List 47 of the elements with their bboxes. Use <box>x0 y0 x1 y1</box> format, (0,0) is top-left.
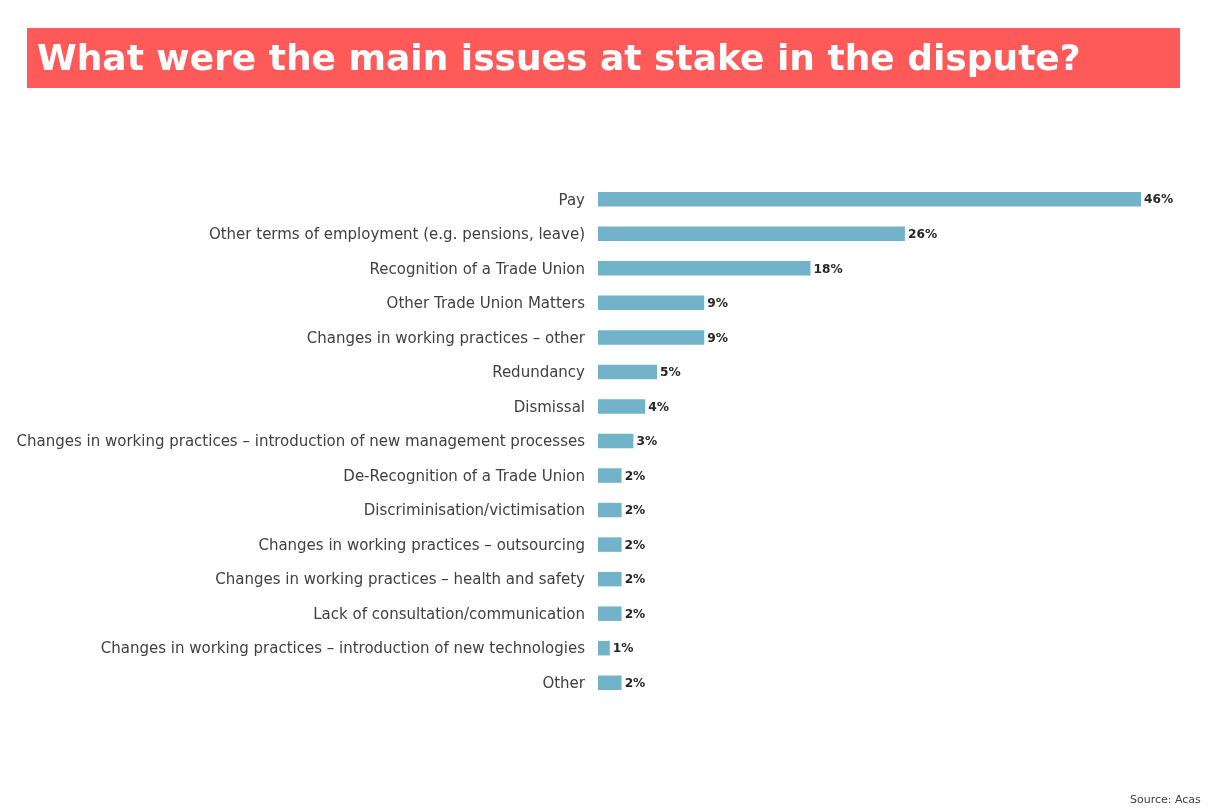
bar <box>598 537 622 552</box>
bar <box>598 399 646 414</box>
bar <box>598 192 1141 207</box>
bar <box>598 433 634 449</box>
bar <box>598 261 811 276</box>
bar <box>598 571 622 587</box>
y-tick-label: Discriminisation/victimisation <box>363 501 585 520</box>
y-tick-label: Other <box>542 673 586 692</box>
data-label: 2% <box>624 503 646 518</box>
y-tick-label: Changes in working practices – other <box>306 328 586 347</box>
bar <box>598 468 622 483</box>
data-label: 5% <box>660 365 681 380</box>
data-label: 26% <box>907 227 938 241</box>
data-label: 2% <box>624 572 646 587</box>
y-tick-label: De-Recognition of a Trade Union <box>343 466 585 485</box>
y-tick-label: Dismissal <box>513 397 585 416</box>
y-tick-label: Recognition of a Trade Union <box>369 259 585 278</box>
bar <box>598 675 622 690</box>
bar <box>598 502 622 518</box>
y-tick-label: Redundancy <box>492 363 586 382</box>
y-tick-label: Changes in working practices – outsourcing <box>258 535 585 554</box>
data-label: 2% <box>624 468 646 483</box>
data-label: 2% <box>624 606 646 621</box>
bar <box>598 640 610 656</box>
data-label: 1% <box>612 641 634 656</box>
data-label: 3% <box>636 434 658 449</box>
bar <box>598 226 905 242</box>
chart-title: What were the main issues at stake in the dispute? <box>37 36 1081 78</box>
bar <box>598 606 622 621</box>
data-label: 2% <box>624 537 646 552</box>
data-label: 4% <box>648 399 669 414</box>
y-tick-label: Other Trade Union Matters <box>386 294 586 313</box>
y-tick-label: Other terms of employment (e.g. pensions, leave) <box>208 225 585 244</box>
bar <box>598 330 705 345</box>
data-label: 18% <box>813 261 843 276</box>
y-tick-label: Changes in working practices – introduction of new technologies <box>100 639 586 658</box>
data-label: 46% <box>1144 192 1174 207</box>
data-label: 9% <box>707 330 728 345</box>
source-note: Source: Acas <box>1130 793 1202 806</box>
y-tick-label: Changes in working practices – introduction of new management processes <box>16 432 586 451</box>
y-tick-label: Lack of consultation/communication <box>313 604 585 623</box>
bar <box>598 295 705 311</box>
data-label: 2% <box>624 675 646 690</box>
bar <box>598 364 658 380</box>
y-tick-label: Changes in working practices – health and safety <box>215 570 586 589</box>
data-label: 9% <box>707 296 728 311</box>
y-tick-label: Pay <box>558 190 586 209</box>
